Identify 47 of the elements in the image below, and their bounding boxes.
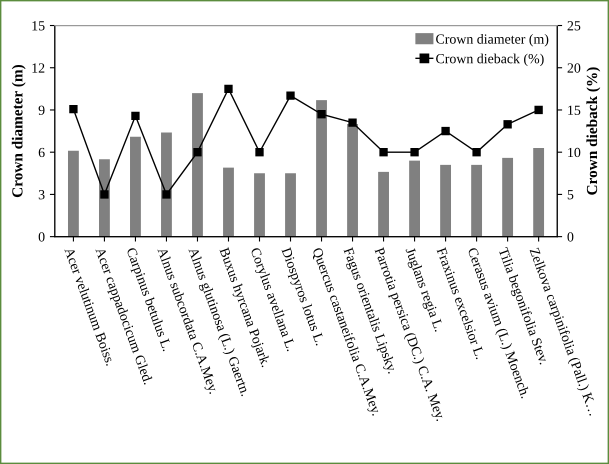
y2-tick-label: 0 [567,232,574,242]
point [472,148,481,156]
point [286,91,295,100]
bar [192,93,203,237]
point [100,190,109,199]
bar [347,124,358,237]
bar [285,173,296,237]
legend-label: Crown diameter (m) [436,34,548,47]
point [224,84,233,94]
bar [68,150,79,237]
y2-tick-label: 20 [568,63,580,73]
bar [254,173,265,237]
bar [533,148,544,237]
y-tick-label: 3 [38,190,45,200]
point [410,148,419,156]
point [162,190,171,199]
y-tick-label: 9 [38,106,45,115]
bar [378,172,389,237]
point [69,104,78,114]
bar [130,136,141,237]
y-tick-label: 12 [32,63,44,73]
y2-tick-label: 15 [568,106,580,115]
point [503,120,512,128]
legend-label: Crown dieback (%) [436,54,544,66]
y-tick-label: 0 [38,232,45,242]
bar [502,158,514,237]
bar [161,132,172,237]
bar [223,168,234,237]
point [255,148,264,156]
y2-tick-label: 5 [568,190,574,200]
point [441,126,450,136]
bar [440,164,452,237]
y2-axis-title: Crown dieback (%) [586,67,600,195]
y2-tick-label: 25 [568,21,580,30]
point [317,110,326,118]
y-tick-label: 15 [32,21,45,30]
point [131,112,140,120]
y-axis-title: Crown diameter (m) [12,64,26,198]
bar [409,160,420,237]
y2-tick-label: 10 [568,148,580,158]
point [193,148,202,156]
point [348,118,357,127]
bar [471,164,482,237]
point [379,148,388,156]
y-tick-label: 6 [38,148,45,158]
bar [316,100,327,237]
point [534,106,543,114]
